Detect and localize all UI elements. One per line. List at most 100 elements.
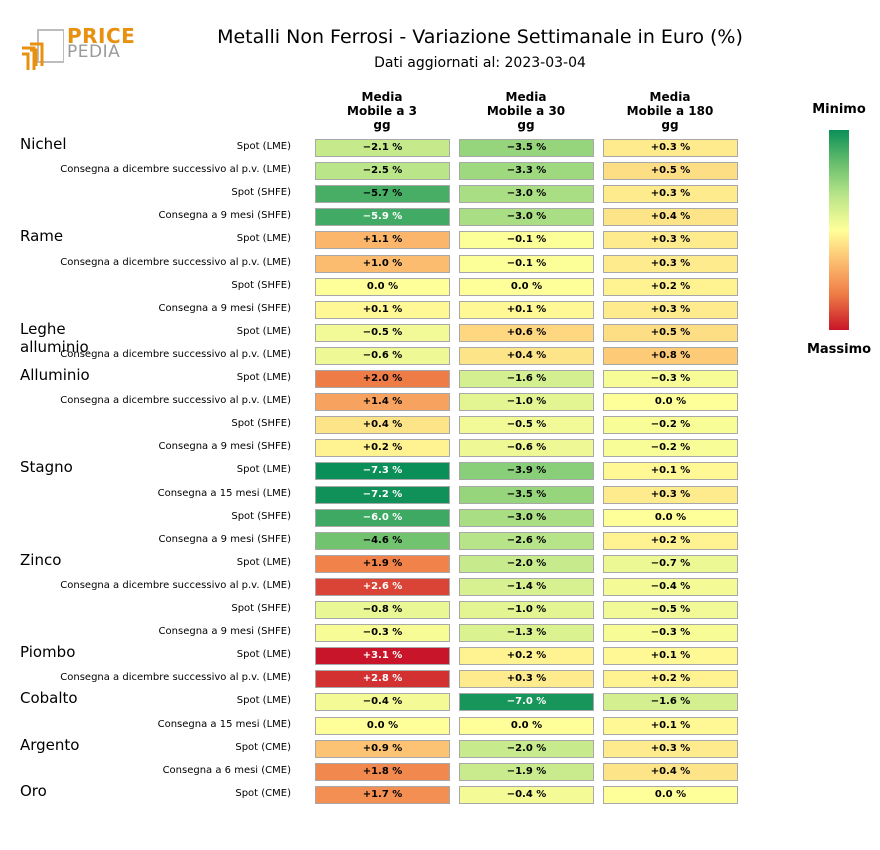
contract-label: Consegna a 9 mesi (SHFE) (158, 302, 291, 314)
metal-label: Cobalto (20, 689, 78, 708)
heatmap-cell: −0.1 % (459, 231, 594, 250)
heatmap-cell: +0.4 % (603, 762, 738, 781)
heatmap-cell: −1.6 % (603, 693, 738, 712)
heatmap-cell: +0.1 % (315, 300, 450, 319)
heatmap-cell: 0.0 % (603, 508, 738, 527)
heatmap-cell: −0.6 % (459, 439, 594, 458)
heatmap-cell: +1.4 % (315, 393, 450, 412)
contract-label: Spot (SHFE) (231, 187, 291, 199)
contract-label: Spot (SHFE) (231, 603, 291, 614)
heatmap-cell: −0.4 % (315, 693, 450, 712)
heatmap-cell: +0.4 % (315, 416, 450, 435)
contract-label: Spot (LME) (236, 325, 291, 337)
heatmap-cell: +0.1 % (603, 647, 738, 666)
heatmap-cell: +0.2 % (459, 647, 594, 666)
heatmap-cell: +0.3 % (603, 739, 738, 758)
heatmap-cell: +2.0 % (315, 370, 450, 388)
heatmap-cell: −0.5 % (459, 416, 594, 435)
contract-label: Consegna a dicembre successivo al p.v. (… (60, 672, 291, 684)
logo-mark-icon (22, 29, 64, 70)
heatmap-cell: −0.2 % (603, 416, 738, 435)
heatmap-cell: −2.6 % (459, 531, 594, 550)
heatmap-cell: −1.0 % (459, 601, 594, 619)
contract-label: Consegna a dicembre successivo al p.v. (… (60, 579, 291, 591)
contract-label: Consegna a 9 mesi (SHFE) (158, 533, 291, 545)
heatmap-cell: −0.1 % (459, 254, 594, 273)
heatmap-cell: +3.1 % (315, 647, 450, 666)
heatmap-cell: +0.5 % (603, 162, 738, 181)
pricepedia-logo: PRICE PEDIA (20, 24, 135, 74)
contract-label: Spot (SHFE) (231, 279, 291, 291)
heatmap-cell: −7.0 % (459, 693, 594, 712)
heatmap-cell: +0.3 % (603, 485, 738, 504)
color-scale-bar (829, 130, 849, 330)
logo-price-text: PRICE (67, 24, 136, 48)
contract-label: Consegna a 6 mesi (CME) (162, 764, 291, 776)
heatmap-cell: 0.0 % (459, 277, 594, 296)
heatmap-cell: +1.8 % (315, 762, 450, 781)
heatmap-cell: −0.3 % (315, 624, 450, 643)
heatmap-cell: −0.4 % (459, 785, 594, 804)
heatmap-cell: −1.4 % (459, 577, 594, 596)
heatmap-cell: 0.0 % (315, 716, 450, 735)
contract-label: Consegna a dicembre successivo al p.v. (… (60, 348, 291, 360)
heatmap-cell: +0.3 % (603, 254, 738, 273)
heatmap-cell: −3.9 % (459, 462, 594, 481)
contract-label: Consegna a dicembre successivo al p.v. (… (60, 395, 291, 407)
heatmap-cell: +0.5 % (603, 323, 738, 342)
contract-label: Spot (LME) (236, 649, 291, 661)
heatmap-cell: −3.5 % (459, 485, 594, 504)
heatmap-cell: +1.0 % (315, 254, 450, 273)
heatmap-cell: −2.5 % (315, 162, 450, 181)
contract-label: Consegna a 15 mesi (LME) (157, 487, 291, 499)
heatmap-cell: 0.0 % (459, 716, 594, 735)
heatmap-cell: +0.4 % (459, 346, 594, 365)
heatmap-cell: +1.1 % (315, 231, 450, 250)
contract-label: Spot (LME) (236, 464, 291, 476)
contract-label: Spot (LME) (236, 695, 291, 707)
metal-label: Piombo (20, 643, 76, 662)
heatmap-cell: 0.0 % (315, 277, 450, 296)
heatmap-cell: +1.7 % (315, 785, 450, 804)
heatmap-cell: −5.9 % (315, 208, 450, 227)
heatmap-cell: −0.7 % (603, 554, 738, 573)
heatmap-cell: −0.2 % (603, 439, 738, 458)
metal-label: Argento (20, 735, 80, 754)
heatmap-cell: −1.6 % (459, 370, 594, 388)
contract-label: Spot (LME) (236, 233, 291, 245)
heatmap-cell: +0.8 % (603, 346, 738, 365)
metal-label: Stagno (20, 458, 73, 477)
column-header-ma30: Media Mobile a 30 gg (486, 90, 566, 132)
contract-label: Consegna a dicembre successivo al p.v. (… (60, 164, 291, 176)
heatmap-cell: +0.6 % (459, 323, 594, 342)
contract-label: Consegna a 15 mesi (LME) (157, 718, 291, 730)
contract-label: Spot (LME) (236, 556, 291, 568)
metal-label: Nichel (20, 135, 67, 153)
heatmap-cell: +0.4 % (603, 208, 738, 227)
heatmap-cell: +0.2 % (603, 531, 738, 550)
heatmap-cell: −7.3 % (315, 462, 450, 481)
heatmap-cell: +0.3 % (603, 231, 738, 250)
heatmap-cell: −0.4 % (603, 577, 738, 596)
contract-label: Spot (CME) (235, 787, 291, 799)
heatmap-cell: +0.9 % (315, 739, 450, 758)
heatmap-cell: 0.0 % (603, 393, 738, 412)
contract-label: Consegna a 9 mesi (SHFE) (158, 441, 291, 453)
heatmap-cell: +0.2 % (603, 670, 738, 689)
heatmap-cell: −5.7 % (315, 185, 450, 204)
heatmap-cell: −0.6 % (315, 346, 450, 365)
heatmap-cell: +0.1 % (459, 300, 594, 319)
column-header-ma180: Media Mobile a 180 gg (626, 90, 714, 132)
heatmap-cell: −7.2 % (315, 485, 450, 504)
contract-label: Consegna a 9 mesi (SHFE) (158, 626, 291, 638)
legend-max-label: Massimo (806, 342, 872, 357)
contract-label: Consegna a 9 mesi (SHFE) (158, 210, 291, 222)
contract-label: Consegna a dicembre successivo al p.v. (… (60, 256, 291, 268)
contract-label: Spot (CME) (235, 741, 291, 753)
heatmap-cell: −4.6 % (315, 531, 450, 550)
heatmap-cell: −6.0 % (315, 508, 450, 527)
contract-label: Spot (SHFE) (231, 510, 291, 522)
heatmap-cell: +0.2 % (603, 277, 738, 296)
metal-label: Zinco (20, 550, 62, 569)
heatmap-cell: −1.3 % (459, 624, 594, 643)
